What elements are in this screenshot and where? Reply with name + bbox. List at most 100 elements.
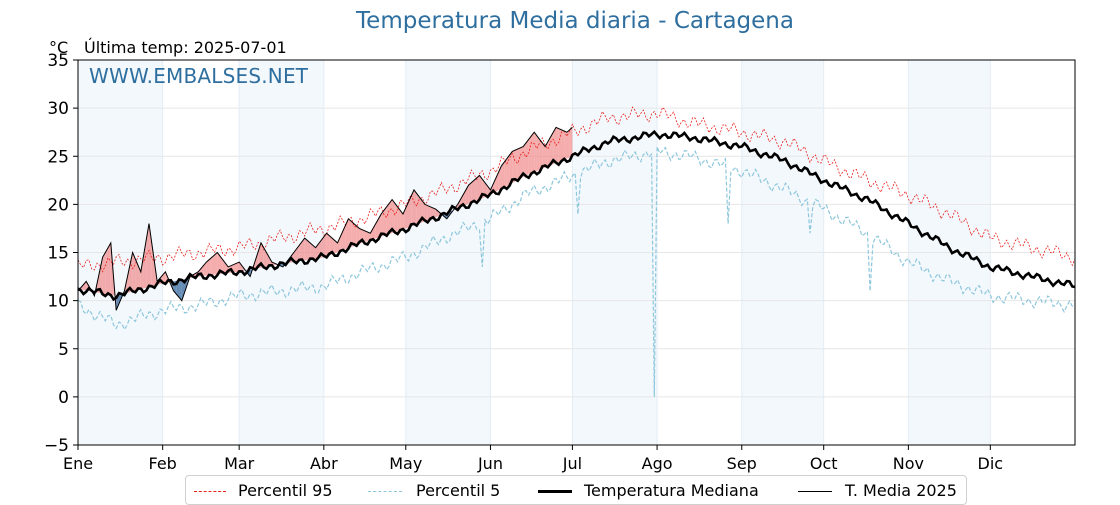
fill-above-median xyxy=(364,230,368,242)
fill-above-median xyxy=(105,247,109,295)
fill-above-median xyxy=(108,242,111,295)
fill-above-median xyxy=(405,201,409,229)
fill-above-median xyxy=(509,151,513,185)
fill-above-median xyxy=(427,205,431,221)
watermark: WWW.EMBALSES.NET xyxy=(89,64,309,88)
fill-above-median xyxy=(515,149,518,182)
fill-above-median xyxy=(517,147,521,180)
legend: Percentil 95 Percentil 5 Temperatura Med… xyxy=(185,475,967,505)
fill-above-median xyxy=(217,252,221,275)
fill-above-median xyxy=(564,130,567,160)
y-tick-label: 10 xyxy=(47,292,69,312)
fill-above-median xyxy=(135,258,139,291)
y-tick-label: −5 xyxy=(44,436,69,456)
fill-above-median xyxy=(419,197,423,224)
x-tick-label: Ago xyxy=(642,454,673,473)
fill-above-median xyxy=(151,242,155,287)
y-tick-label: 5 xyxy=(58,340,69,360)
fill-above-median xyxy=(539,139,543,170)
legend-label-2025: T. Media 2025 xyxy=(845,481,957,500)
fill-above-median xyxy=(299,241,302,262)
fill-above-median xyxy=(534,132,537,173)
fill-above-median xyxy=(220,256,223,274)
fill-above-median xyxy=(83,281,87,291)
chart-title: Temperatura Media diaria - Cartagena xyxy=(356,8,794,34)
fill-above-median xyxy=(484,182,488,198)
fill-above-median xyxy=(351,221,354,247)
fill-above-median xyxy=(501,162,505,189)
fill-above-median xyxy=(378,214,382,238)
y-tick-label: 15 xyxy=(47,244,69,264)
fill-above-median xyxy=(348,218,352,249)
fill-above-median xyxy=(381,210,384,237)
fill-above-median xyxy=(99,257,103,294)
x-tick-label: May xyxy=(389,454,422,473)
x-tick-label: Abr xyxy=(310,454,338,473)
fill-above-median xyxy=(424,204,428,222)
fill-above-median xyxy=(553,127,557,165)
fill-above-median xyxy=(102,252,106,294)
fill-above-median xyxy=(493,177,496,194)
x-tick-label: Nov xyxy=(893,454,924,473)
fill-above-median xyxy=(97,270,100,293)
fill-above-median xyxy=(400,210,404,231)
fill-above-median xyxy=(211,254,215,275)
fill-above-median xyxy=(370,228,374,241)
y-tick-label: 35 xyxy=(47,51,69,71)
fill-above-median xyxy=(525,139,529,176)
y-unit-label: °C xyxy=(49,38,69,57)
fill-above-median xyxy=(140,255,144,290)
fill-above-median xyxy=(392,199,395,233)
legend-swatch-p5 xyxy=(368,491,402,492)
series-mediana xyxy=(77,129,1076,302)
x-tick-label: Dic xyxy=(978,454,1004,473)
series-percentil-5 xyxy=(77,146,1076,397)
legend-swatch-2025 xyxy=(798,491,832,492)
fill-above-median xyxy=(206,259,210,276)
fill-above-median xyxy=(209,257,212,276)
fill-above-median xyxy=(561,129,565,161)
fill-above-median xyxy=(471,180,475,203)
x-tick-label: Oct xyxy=(810,454,838,473)
fill-above-median xyxy=(127,265,130,293)
fill-above-median xyxy=(531,132,535,174)
fill-above-median xyxy=(255,251,259,269)
x-tick-label: Ene xyxy=(63,454,93,473)
fill-above-median xyxy=(301,238,305,261)
fill-above-median xyxy=(214,252,218,275)
fill-above-median xyxy=(536,135,540,171)
legend-label-median: Temperatura Mediana xyxy=(584,481,759,500)
fill-above-median xyxy=(416,193,420,225)
y-tick-label: 20 xyxy=(47,195,69,215)
x-tick-label: Jun xyxy=(477,454,503,473)
fill-above-median xyxy=(512,150,516,183)
fill-above-median xyxy=(356,226,360,245)
fill-above-median xyxy=(476,175,480,201)
fill-above-median xyxy=(504,158,507,188)
fill-above-median xyxy=(556,127,559,164)
fill-above-median xyxy=(558,128,562,162)
fill-above-median xyxy=(239,262,242,272)
fill-above-median xyxy=(315,244,319,259)
y-tick-label: 30 xyxy=(47,99,69,119)
fill-above-median xyxy=(468,182,472,204)
y-tick-label: 25 xyxy=(47,147,69,167)
fill-above-median xyxy=(323,233,327,258)
fill-above-median xyxy=(337,236,341,253)
fill-above-median xyxy=(310,242,313,260)
fill-above-median xyxy=(233,263,237,273)
fill-above-median xyxy=(329,235,333,256)
fill-above-median xyxy=(550,132,554,166)
fill-above-median xyxy=(545,141,548,168)
fill-above-median xyxy=(498,165,502,191)
fill-above-median xyxy=(296,245,300,262)
fill-above-median xyxy=(528,135,532,175)
fill-above-median xyxy=(345,218,349,250)
fill-above-median xyxy=(132,252,136,292)
fill-above-median xyxy=(433,207,436,219)
legend-swatch-median xyxy=(538,490,572,493)
legend-label-p5: Percentil 5 xyxy=(416,481,501,500)
fill-above-median xyxy=(465,185,469,205)
fill-above-median xyxy=(523,143,526,177)
fill-above-median xyxy=(566,129,570,159)
